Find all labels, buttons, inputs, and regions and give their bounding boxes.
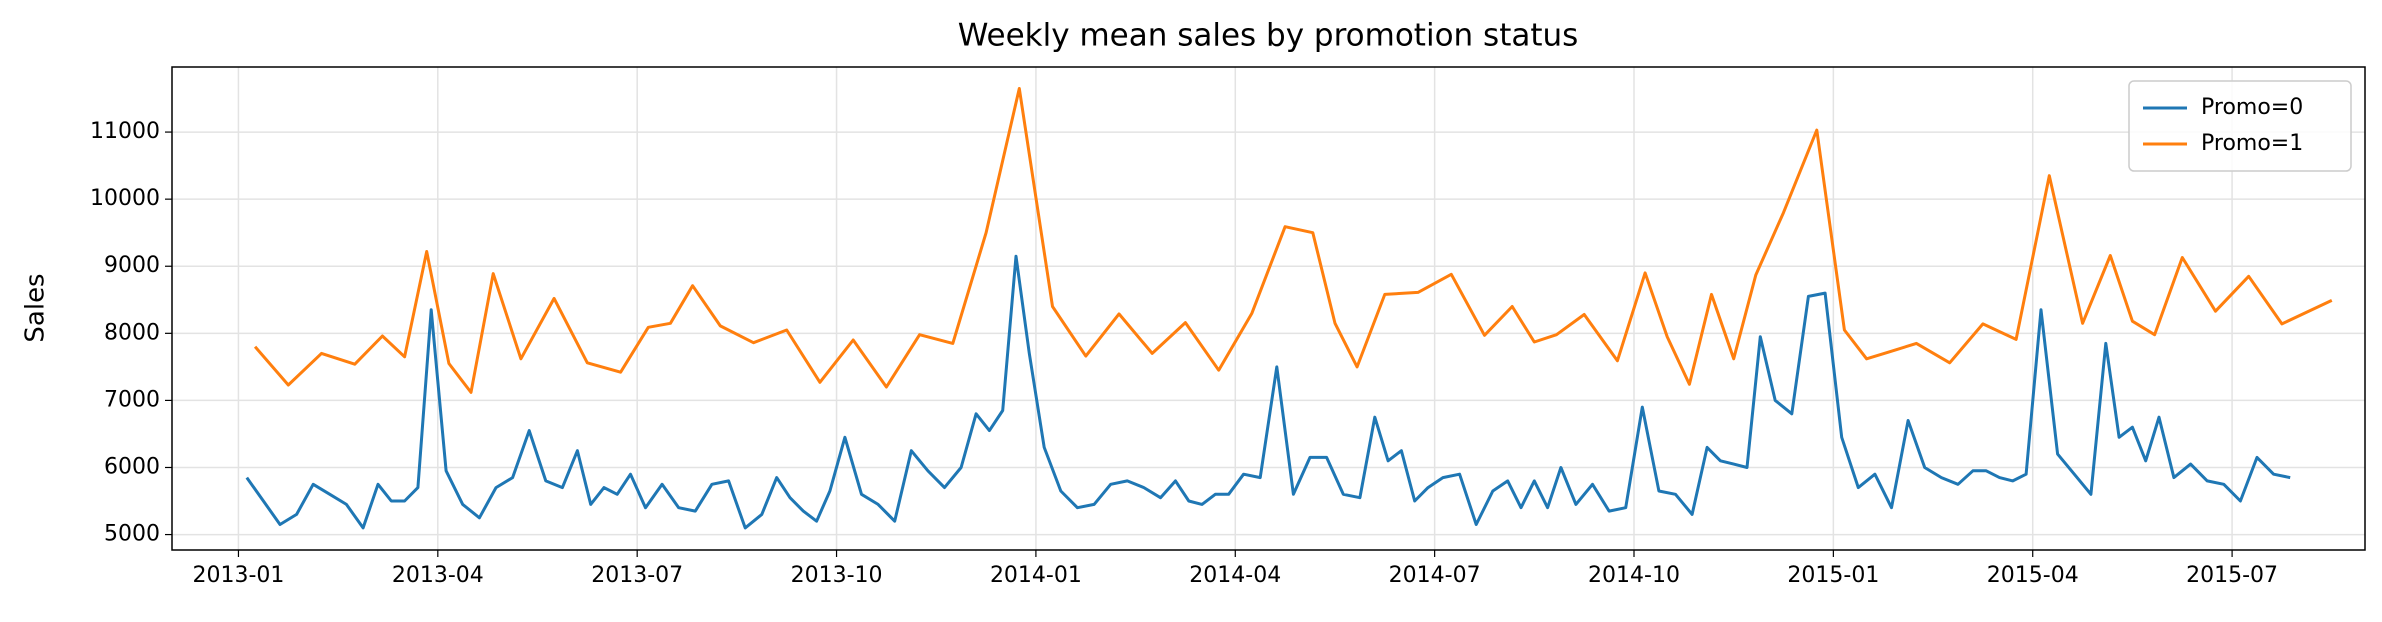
y-axis-label: Sales — [21, 273, 51, 342]
x-tick-label: 2014-10 — [1588, 563, 1680, 588]
grid — [172, 67, 2365, 550]
y-tick-label: 8000 — [104, 320, 160, 345]
x-tick-label: 2015-01 — [1787, 563, 1879, 588]
chart-title: Weekly mean sales by promotion status — [958, 18, 1579, 54]
legend-label: Promo=1 — [2201, 131, 2303, 156]
x-tick-label: 2013-07 — [591, 563, 683, 588]
x-tick-label: 2014-01 — [990, 563, 1082, 588]
y-tick-label: 7000 — [104, 387, 160, 412]
legend: Promo=0 Promo=1 — [2128, 80, 2352, 172]
x-tick-label: 2015-07 — [2186, 563, 2278, 588]
y-tick-label: 11000 — [90, 119, 160, 144]
x-tick-label: 2013-04 — [392, 563, 484, 588]
x-tick-label: 2014-07 — [1389, 563, 1481, 588]
y-tick-label: 5000 — [104, 522, 160, 547]
y-tick-label: 6000 — [104, 454, 160, 479]
x-tick-label: 2013-01 — [192, 563, 284, 588]
plot-frame — [171, 66, 2366, 551]
legend-box — [2128, 80, 2352, 172]
y-tick-label: 10000 — [90, 186, 160, 211]
x-tick-label: 2015-04 — [1987, 563, 2079, 588]
x-tick-label: 2013-10 — [791, 563, 883, 588]
y-tick-label: 9000 — [104, 253, 160, 278]
legend-label: Promo=0 — [2201, 95, 2303, 120]
series-line — [253, 87, 2333, 394]
x-tick-label: 2014-04 — [1189, 563, 1281, 588]
series-line — [245, 254, 2291, 530]
